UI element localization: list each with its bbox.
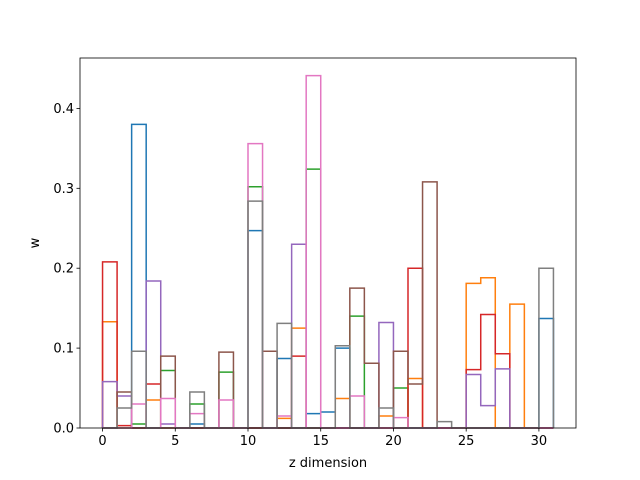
x-tick-label: 0 — [98, 434, 106, 449]
plot-frame — [79, 57, 577, 429]
x-tick-label: 10 — [240, 434, 257, 449]
y-tick-label: 0.1 — [53, 342, 74, 357]
y-tick-label: 0.2 — [53, 262, 74, 277]
x-tick-label: 30 — [531, 434, 548, 449]
x-tick-label: 15 — [312, 434, 329, 449]
y-tick-label: 0.3 — [53, 182, 74, 197]
x-tick-label: 5 — [171, 434, 179, 449]
y-axis-label: w — [28, 237, 43, 248]
y-tick-label: 0.4 — [53, 102, 74, 117]
y-tick-label: 0.0 — [53, 422, 74, 437]
x-tick-label: 25 — [458, 434, 475, 449]
y-axis: 0.0 0.1 0.2 0.3 0.4 — [53, 102, 80, 437]
x-axis: 0 5 10 15 20 25 30 — [98, 428, 547, 449]
x-axis-label: z dimension — [289, 456, 367, 471]
x-tick-label: 20 — [385, 434, 402, 449]
